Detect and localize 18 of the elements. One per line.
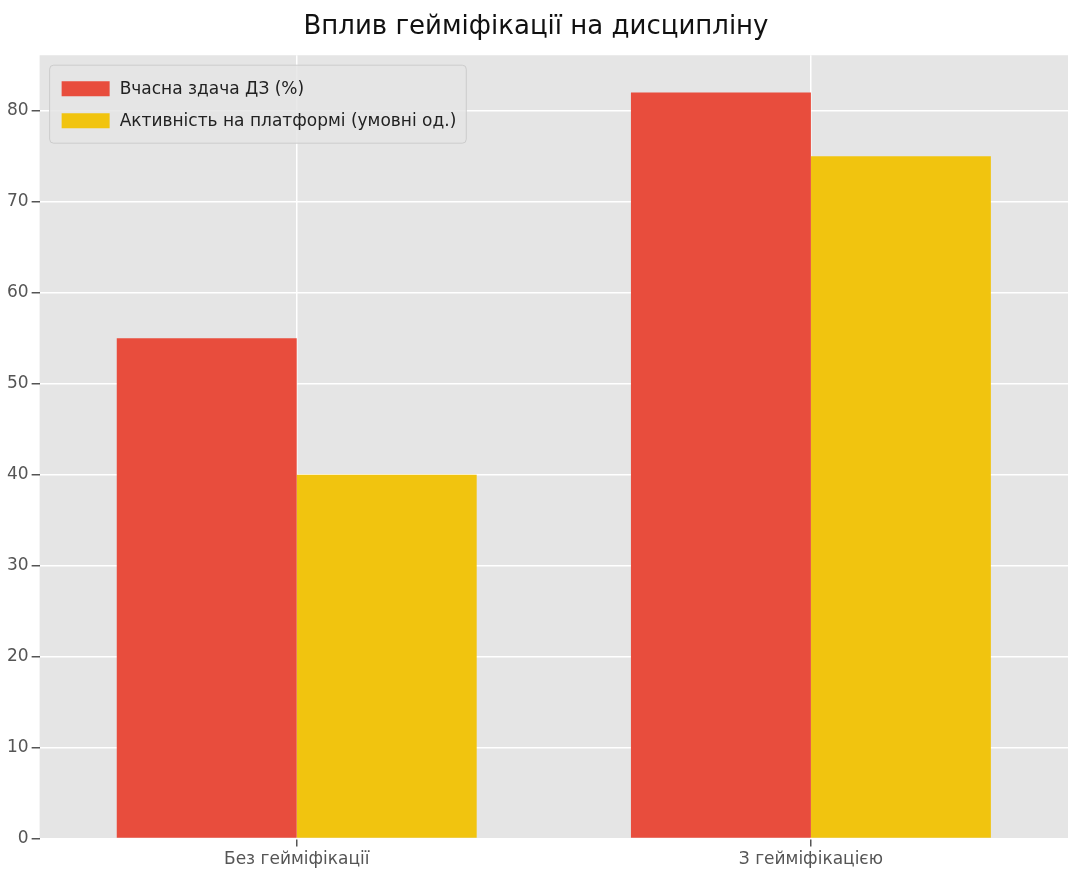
y-tick-label: 40	[6, 463, 29, 484]
bar	[810, 156, 991, 838]
x-tick-label: З гейміфікацією	[738, 848, 883, 869]
y-tick-label: 0	[17, 827, 29, 848]
y-tick-label: 50	[6, 372, 29, 393]
bar	[116, 338, 297, 838]
y-tick-label: 60	[6, 281, 29, 302]
y-tick-label: 70	[6, 190, 29, 211]
bar	[630, 92, 811, 838]
y-tick-label: 80	[6, 99, 29, 120]
legend-label: Вчасна здача ДЗ (%)	[119, 77, 305, 98]
y-tick-label: 30	[6, 554, 29, 575]
chart-title: Вплив гейміфікації на дисципліну	[303, 10, 769, 41]
y-tick-label: 20	[6, 645, 29, 666]
y-tick-label: 10	[6, 736, 29, 757]
bar	[296, 474, 477, 838]
x-tick-label: Без гейміфікації	[223, 848, 370, 869]
legend-label: Активність на платформі (умовні од.)	[119, 109, 457, 130]
